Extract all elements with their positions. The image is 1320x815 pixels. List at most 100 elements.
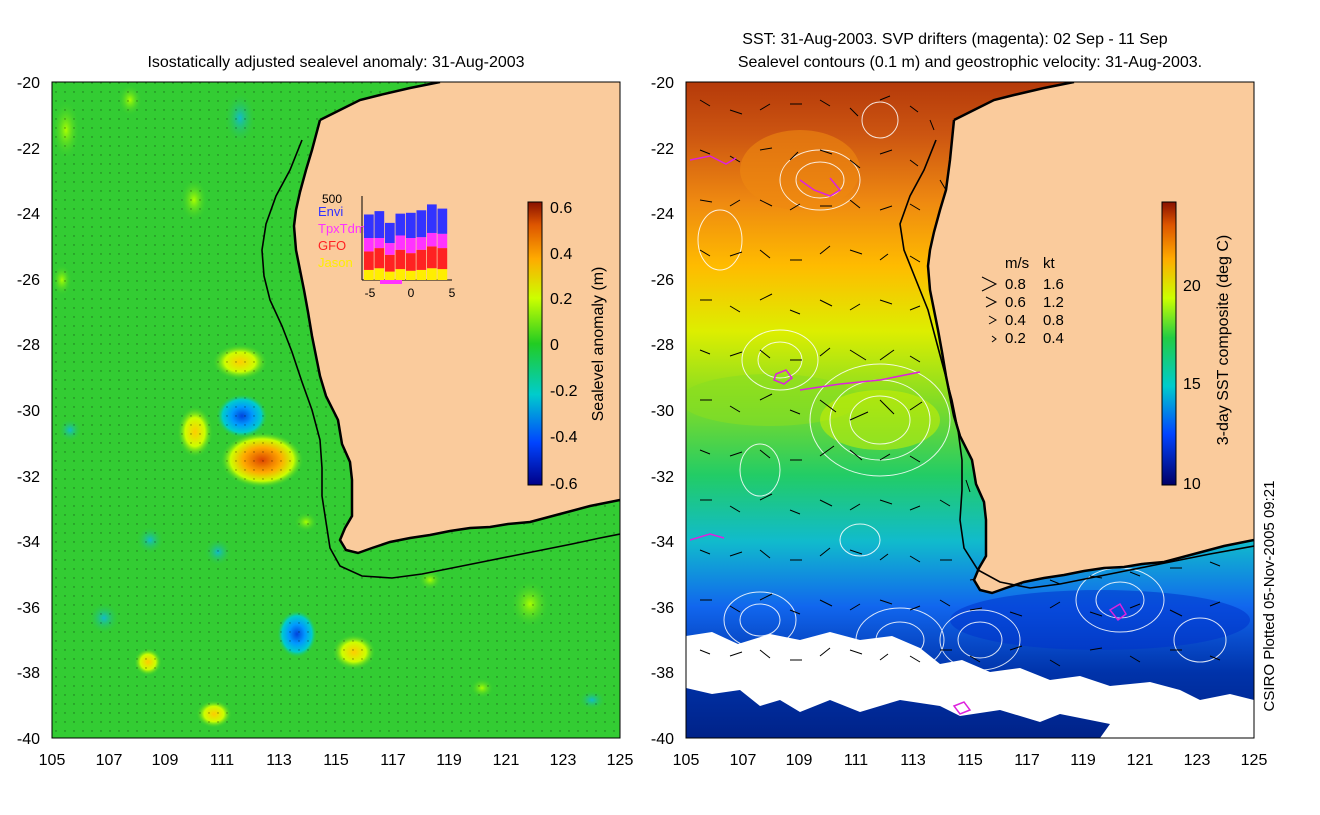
inset-bar-jason [374,268,385,280]
left-x-axis: 105 107 109 111 113 115 117 119 121 123 … [39,752,634,769]
left-inset-histogram: 500 Envi TpxTdm GFO Jason -5 0 5 [318,192,456,300]
right-xtick: 125 [1241,752,1268,769]
left-cbar-tick: 0.4 [550,246,572,263]
left-xtick: 105 [39,752,66,769]
right-sealevel-contours [697,101,1227,673]
left-xtick: 113 [266,752,292,769]
speed-row-kt: 1.2 [1043,294,1064,311]
left-ytick: -30 [17,403,40,420]
left-colorbar: 0.6 0.4 0.2 0 -0.2 -0.4 -0.6 Sealevel an… [527,200,607,493]
inset-bar-tpx [406,238,416,254]
left-y-axis: -20 -22 -24 -26 -28 -30 -32 -34 -36 -38 … [17,75,40,748]
right-xtick: 107 [730,752,757,769]
speed-arrow-icon [985,296,998,308]
left-xtick: 107 [96,752,123,769]
inset-time-marker [380,280,402,284]
left-title: Isostatically adjusted sealevel anomaly:… [147,54,524,71]
right-title-line2: Sealevel contours (0.1 m) and geostrophi… [738,54,1202,71]
inset-bar-envi [385,222,395,244]
left-xtick: 123 [550,752,577,769]
inset-bar-gfo [374,248,385,269]
inset-bar-tpx [364,238,374,252]
right-ytick: -40 [651,731,674,748]
speed-arrow-icon [991,335,997,343]
left-xtick: 117 [380,752,406,769]
right-colorbar-label: 3-day SST composite (deg C) [1215,235,1232,445]
right-colorbar-ramp [1161,201,1177,486]
right-xtick: 115 [957,752,983,769]
right-title-line1: SST: 31-Aug-2003. SVP drifters (magenta)… [742,31,1168,48]
left-xtick: 115 [323,752,349,769]
left-ytick: -38 [17,665,40,682]
right-drifter-tracks [689,155,1127,715]
inset-bar-jason [416,269,427,280]
inset-bar-gfo [395,249,406,270]
inset-bar-envi [364,214,374,238]
right-xtick: 119 [1070,752,1096,769]
right-cloud-mask [686,632,1254,738]
inset-bar-envi [437,208,448,234]
left-shelf-isobath [261,139,620,579]
right-map-frame [685,81,1255,739]
inset-bar-envi [395,213,406,236]
inset-bar-jason [427,268,437,280]
left-cbar-tick: -0.2 [550,383,578,400]
inset-xtick: 0 [408,286,415,300]
left-colorbar-ramp [527,201,543,486]
speed-arrow-icon [981,276,998,292]
inset-bar-gfo [427,246,437,269]
inset-bar-gfo [437,248,448,270]
left-ytick: -32 [17,469,40,486]
left-cbar-tick: 0.2 [550,291,572,308]
left-xtick: 109 [152,752,179,769]
inset-bar-gfo [406,253,416,271]
inset-bar-tpx [374,238,385,249]
right-xtick: 111 [844,752,868,769]
left-ytick: -26 [17,272,40,289]
left-ytick: -22 [17,141,40,158]
inset-bar-jason [364,269,374,280]
inset-bar-tpx [395,235,406,250]
left-cbar-tick: 0.6 [550,200,572,217]
inset-bar-tpx [437,233,448,249]
right-ytick: -26 [651,272,674,289]
right-ytick: -30 [651,403,674,420]
speed-row-ms: 0.4 [1005,312,1026,329]
right-x-axis: 105 107 109 111 113 115 117 119 121 123 … [673,752,1268,769]
right-xtick: 117 [1014,752,1040,769]
plot-credit: CSIRO Plotted 05-Nov-2005 09:21 [1261,481,1278,712]
left-map-frame [51,81,621,739]
inset-bar-envi [427,204,437,233]
inset-bar-gfo [385,254,395,272]
right-colorbar: 20 15 10 3-day SST composite (deg C) [1161,201,1232,493]
speed-row-ms: 0.2 [1005,330,1026,347]
inset-bar-jason [406,270,416,280]
inset-bar-jason [385,271,395,280]
inset-xtick: 5 [449,286,456,300]
inset-xtick: -5 [365,286,376,300]
left-ytick: -36 [17,600,40,617]
inset-bar-tpx [427,232,437,247]
left-ytick: -40 [17,731,40,748]
inset-bar-gfo [364,251,374,270]
speed-row-ms: 0.6 [1005,294,1026,311]
inset-ymax-label: 500 [322,192,342,206]
speed-row-kt: 0.4 [1043,330,1064,347]
left-map [52,82,620,738]
right-xtick: 121 [1127,752,1154,769]
inset-legend-envi: Envi [318,204,343,219]
right-shelf-isobath [899,139,1254,589]
right-velocity-vectors [699,95,1221,667]
inset-bar-envi [406,212,416,238]
speed-header-ms: m/s [1005,255,1029,272]
left-ytick: -24 [17,206,40,223]
left-coastline [292,82,620,555]
right-ytick: -20 [651,75,674,92]
speed-header-kt: kt [1043,255,1056,272]
speed-row-kt: 0.8 [1043,312,1064,329]
speed-row-ms: 0.8 [1005,276,1026,293]
right-ytick: -36 [651,600,674,617]
inset-bars [364,204,448,280]
inset-bar-gfo [416,249,427,270]
